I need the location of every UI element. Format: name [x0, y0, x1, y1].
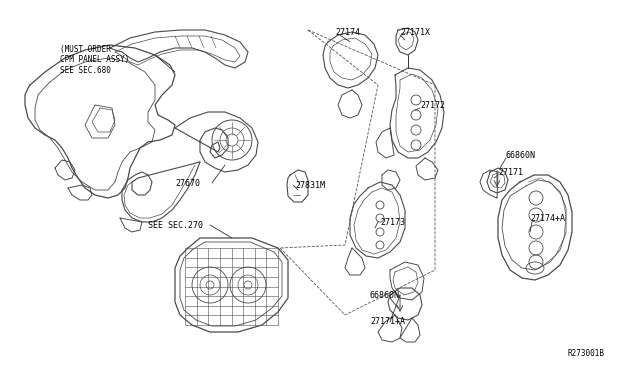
Text: 27171: 27171 [498, 167, 523, 176]
Text: (MUST ORDER
CPM PANEL ASSY)
SEE SEC.680: (MUST ORDER CPM PANEL ASSY) SEE SEC.680 [60, 45, 129, 75]
Text: 27171+A: 27171+A [370, 317, 405, 327]
Text: R273001B: R273001B [568, 349, 605, 357]
Text: 66860N: 66860N [370, 291, 400, 299]
Text: 27831M: 27831M [295, 180, 325, 189]
Text: 27670: 27670 [175, 179, 200, 187]
Text: 27174+A: 27174+A [530, 214, 565, 222]
Text: 27173: 27173 [380, 218, 405, 227]
Text: SEE SEC.270: SEE SEC.270 [148, 221, 203, 230]
Text: 27171X: 27171X [400, 28, 430, 36]
Text: 27174: 27174 [335, 28, 360, 36]
Text: 66860N: 66860N [506, 151, 536, 160]
Text: 27172: 27172 [420, 100, 445, 109]
